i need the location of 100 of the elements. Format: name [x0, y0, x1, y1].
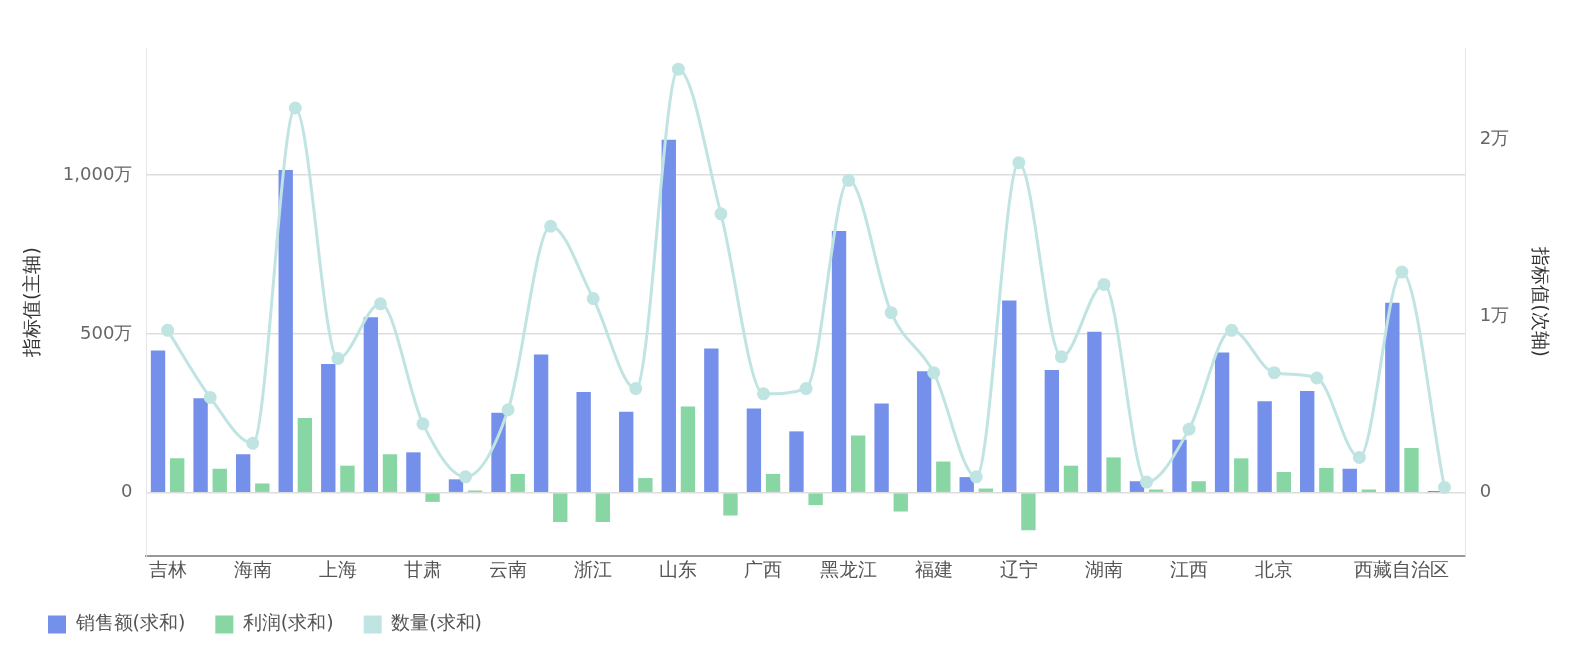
bar [619, 411, 634, 492]
bar [704, 348, 719, 492]
bar [340, 465, 355, 492]
point [714, 207, 728, 221]
bar [1319, 467, 1334, 492]
bar [297, 418, 313, 492]
bar [533, 354, 549, 492]
y2-axis-title: 指标值(次轴) [1529, 246, 1552, 358]
point [161, 323, 175, 337]
point [331, 352, 345, 366]
point [1225, 323, 1239, 337]
point [1310, 371, 1324, 385]
point [586, 292, 600, 306]
bar [959, 477, 974, 492]
bar [382, 454, 398, 492]
bar [1404, 447, 1419, 492]
bar [1276, 472, 1291, 492]
point [1352, 450, 1366, 464]
bar [406, 452, 421, 492]
bar [1300, 391, 1315, 492]
x-tick-label: 甘肃 [403, 557, 442, 580]
point [246, 436, 260, 450]
point [799, 382, 813, 396]
bar [193, 398, 208, 492]
x-tick-label: 黑龙江 [820, 557, 878, 580]
bar [1257, 401, 1272, 492]
bar [1148, 489, 1164, 492]
point [927, 366, 941, 380]
bar [851, 435, 866, 492]
point [1182, 422, 1196, 436]
point [544, 219, 558, 233]
x-tick-label: 福建 [914, 557, 953, 580]
bar [321, 364, 336, 492]
point [1097, 277, 1111, 291]
bar [278, 169, 293, 492]
bar [1002, 300, 1017, 492]
bar [1021, 493, 1036, 531]
legend-label: 销售额(求和) [74, 611, 186, 634]
bar [553, 493, 568, 522]
bar [448, 479, 464, 492]
point [501, 403, 515, 417]
x-tick-label: 湖南 [1084, 557, 1123, 580]
x-tick-label: 上海 [318, 557, 357, 580]
bar [916, 371, 932, 492]
point [1437, 480, 1451, 494]
bar [212, 468, 227, 492]
bar [170, 458, 185, 492]
bar [765, 473, 781, 492]
x-tick-label: 北京 [1255, 557, 1294, 580]
bar [235, 454, 251, 492]
bar [1191, 481, 1206, 492]
bar [638, 478, 653, 492]
bar [1385, 302, 1400, 492]
bar [491, 412, 506, 492]
x-tick-label: 广西 [744, 557, 783, 580]
bar [831, 230, 847, 492]
bar [874, 403, 889, 492]
x-tick-label: 西藏自治区 [1354, 557, 1450, 580]
legend-label: 利润(求和) [242, 611, 334, 634]
bar [680, 406, 696, 492]
bar [1234, 458, 1249, 492]
point [1267, 366, 1281, 380]
bar [510, 473, 525, 492]
x-tick-label: 浙江 [574, 557, 613, 580]
bar [1106, 457, 1121, 492]
y2-tick-label: 0 [1479, 480, 1492, 502]
x-tick-label: 吉林 [148, 557, 187, 580]
bar [808, 493, 823, 506]
x-tick-label: 江西 [1170, 557, 1209, 580]
bar [1361, 489, 1377, 492]
point [842, 173, 856, 187]
y-tick-label: 500万 [79, 321, 133, 343]
y2-tick-label: 1万 [1479, 303, 1510, 325]
bar [893, 493, 908, 512]
point [671, 62, 685, 76]
point [1140, 475, 1154, 489]
point [288, 101, 302, 115]
point [459, 470, 473, 484]
x-tick-label: 云南 [489, 557, 528, 580]
y2-tick-label: 2万 [1479, 127, 1510, 149]
point [629, 382, 643, 396]
bar [1087, 331, 1102, 492]
point [969, 470, 983, 484]
bar [746, 408, 762, 492]
bar [150, 350, 166, 492]
bar [1214, 352, 1230, 492]
point [1012, 156, 1026, 170]
point [1395, 265, 1409, 279]
point [416, 417, 430, 431]
y-axis-title: 指标值(主轴) [20, 247, 43, 359]
bar [595, 493, 610, 522]
bar [661, 139, 676, 492]
x-tick-label: 山东 [659, 557, 698, 580]
point [884, 306, 898, 320]
bar [1172, 439, 1187, 492]
point [203, 390, 217, 404]
point [756, 387, 770, 401]
point [373, 297, 387, 311]
bar [936, 461, 951, 492]
bar [789, 431, 804, 492]
